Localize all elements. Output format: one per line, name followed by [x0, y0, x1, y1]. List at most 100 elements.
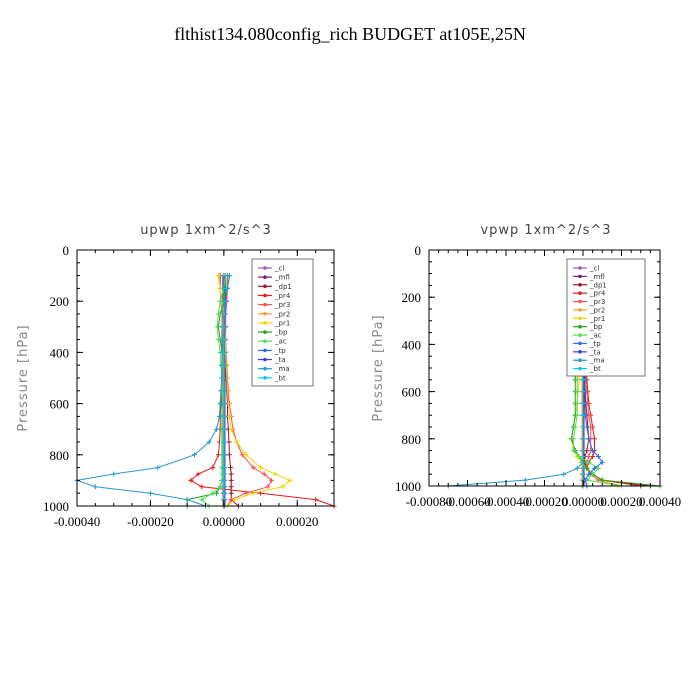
series-point-dp1 [226, 439, 232, 445]
series-point-bt [221, 324, 227, 330]
y-axis-label-vpwp: Pressure [hPa] [371, 314, 386, 421]
series-point-pr4 [210, 465, 216, 471]
series-point-pr1 [228, 426, 234, 432]
series-point-pr1 [215, 273, 221, 279]
series-point-pr3 [250, 465, 256, 471]
series-point-ma [155, 465, 161, 471]
legend-label-mfl: _mfl [274, 274, 290, 282]
legend-label-bp: _bp [589, 323, 603, 331]
series-line-ac [201, 275, 227, 507]
legend-marker-pr4 [263, 293, 267, 298]
series-point-ac [586, 459, 592, 465]
legend-label-mfl: _mfl [589, 273, 605, 281]
series-point-pr1 [258, 465, 264, 471]
legend-marker-ta [578, 350, 582, 354]
x-tick-label: 0.00040 [639, 494, 681, 509]
series-point-pr4 [188, 477, 194, 483]
legend-label-ac: _ac [589, 332, 602, 340]
legend-marker-mfl [263, 275, 267, 279]
legend-label-ta: _ta [589, 348, 601, 356]
y-tick-label: 600 [50, 397, 70, 412]
legend-label-cl: _cl [274, 265, 284, 273]
y-tick-label: 0 [415, 243, 422, 258]
series-point-bt [580, 465, 586, 471]
series-point-pr1 [287, 477, 293, 483]
series-point-pr3 [243, 490, 249, 496]
series-point-bt [221, 413, 227, 419]
x-tick-label: -0.00060 [444, 494, 491, 509]
legend-marker-pr2 [578, 308, 582, 312]
x-tick-label: -0.00020 [127, 514, 174, 529]
series-point-ma [561, 471, 567, 477]
series-point-bt [221, 337, 227, 343]
legend-label-pr4: _pr4 [274, 292, 291, 300]
series-point-tp [592, 465, 598, 471]
series-point-pr1 [232, 497, 238, 503]
series-point-ma [206, 439, 212, 445]
legend-marker-bp [578, 324, 582, 329]
series-point-ma [92, 484, 98, 490]
series-point-bt [580, 400, 586, 406]
legend-label-pr3: _pr3 [589, 298, 605, 306]
y-tick-label: 800 [402, 432, 422, 447]
x-tick-label: 0.00020 [276, 514, 318, 529]
legend-marker-dp1 [263, 284, 267, 289]
series-point-bt [580, 471, 586, 477]
series-point-dp1 [228, 490, 234, 496]
legend-marker-cl [578, 266, 582, 270]
figure-title: flthist134.080config_rich BUDGET at105E,… [174, 24, 526, 44]
series-point-bt [580, 412, 586, 418]
series-line-tp [224, 275, 230, 506]
legend-marker-dp1 [578, 282, 582, 287]
legend-marker-pr3 [263, 302, 267, 307]
legend-label-tp: _tp [274, 347, 286, 355]
legend-marker-ta [263, 357, 267, 362]
legend-label-bt: _bt [274, 374, 286, 382]
legend-label-ac: _ac [274, 338, 287, 346]
legend-label-pr1: _pr1 [589, 315, 605, 323]
legend-label-pr2: _pr2 [589, 306, 605, 314]
x-tick-label: 0.00000 [203, 514, 245, 529]
legend-label-dp1: _dp1 [274, 283, 292, 291]
series-point-ac [210, 490, 216, 496]
series-point-pr4 [195, 471, 201, 477]
series-point-ac [199, 497, 205, 503]
series-point-bt [580, 424, 586, 430]
series-point-ac [570, 448, 576, 454]
panel-vpwp: vpwp 1xm^2/s^3 Pressure [hPa] -0.00080-0… [371, 223, 681, 509]
series-point-pr3 [261, 471, 267, 477]
series-point-pr3 [265, 484, 271, 490]
series-point-pr1 [243, 452, 249, 458]
legend-marker-ma [263, 366, 267, 371]
series-point-bt [221, 465, 227, 471]
legend-label-dp1: _dp1 [589, 281, 607, 289]
y-tick-label: 1000 [43, 499, 69, 514]
legend-marker-bp [263, 330, 267, 334]
series-point-ac [574, 389, 580, 395]
series-point-dp1 [228, 471, 234, 477]
series-point-bt [221, 452, 227, 458]
series-point-bt [221, 349, 227, 355]
series-point-ac [574, 377, 580, 383]
legend-marker-cl [263, 266, 267, 270]
series-point-tp [586, 436, 592, 442]
y-tick-label: 0 [63, 243, 70, 258]
series-point-tp [595, 454, 601, 459]
y-tick-label: 600 [402, 385, 422, 400]
series-point-ma [184, 497, 190, 503]
series-point-ac [215, 311, 221, 317]
x-tick-label: -0.00020 [521, 494, 568, 509]
series-point-ma [216, 413, 222, 419]
legend-label-ta: _ta [274, 356, 286, 364]
legend-marker-ma [578, 358, 582, 363]
series-point-ma [226, 273, 232, 279]
series-point-ac [574, 412, 580, 418]
legend-marker-pr3 [578, 299, 582, 304]
x-tick-label: -0.00040 [483, 494, 530, 509]
panel-title-vpwp: vpwp 1xm^2/s^3 [480, 223, 611, 238]
y-tick-label: 200 [402, 290, 422, 305]
series-point-bt [221, 311, 227, 317]
series-point-ac [214, 324, 220, 330]
y-tick-label: 800 [50, 448, 70, 463]
